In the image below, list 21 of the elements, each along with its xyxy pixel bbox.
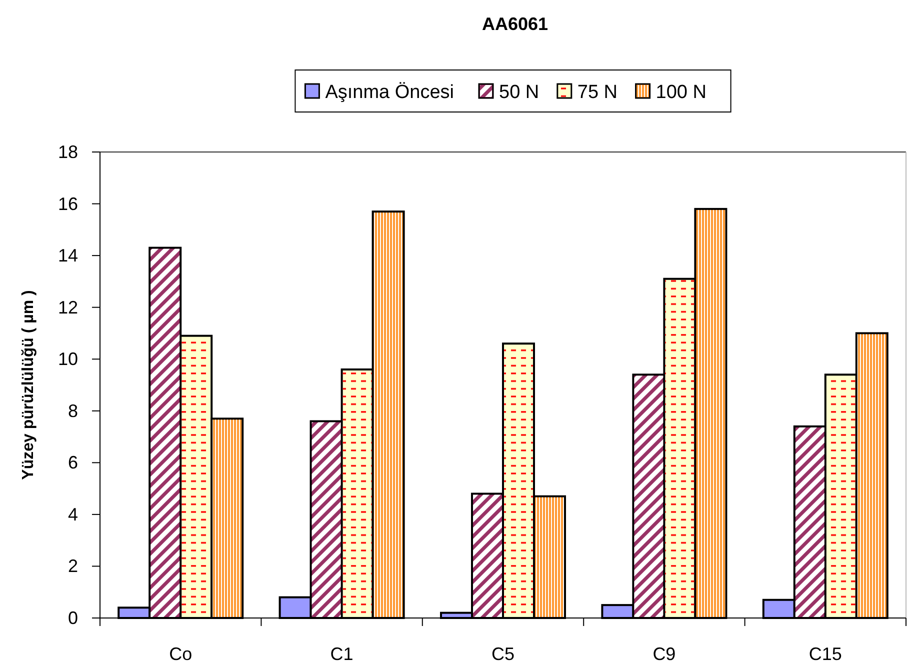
y-tick-label: 6 (68, 452, 78, 473)
x-tick-label: C1 (330, 644, 354, 664)
x-tick-label: Co (169, 644, 192, 664)
legend-label: 100 N (656, 82, 707, 103)
x-tick-label: C5 (491, 644, 515, 664)
y-tick-label: 18 (58, 142, 78, 162)
legend-label: Aşınma Öncesi (325, 82, 454, 103)
legend-label: 75 N (577, 82, 618, 103)
legend-label: 50 N (499, 82, 540, 103)
y-tick-label: 4 (68, 504, 78, 524)
y-tick-label: 0 (68, 608, 78, 628)
chart-title: AA6061 (482, 14, 548, 34)
y-tick-label: 12 (58, 297, 78, 318)
y-tick-label: 14 (58, 246, 78, 266)
y-tick-label: 8 (68, 400, 78, 421)
x-tick-label: C15 (808, 644, 842, 664)
y-tick-label: 2 (68, 556, 78, 576)
y-tick-label: 10 (58, 349, 78, 370)
x-tick-label: C9 (652, 644, 676, 664)
y-tick-label: 16 (58, 194, 78, 214)
y-axis-title: Yüzey pürüzlülüğü ( µm ) (20, 290, 37, 480)
